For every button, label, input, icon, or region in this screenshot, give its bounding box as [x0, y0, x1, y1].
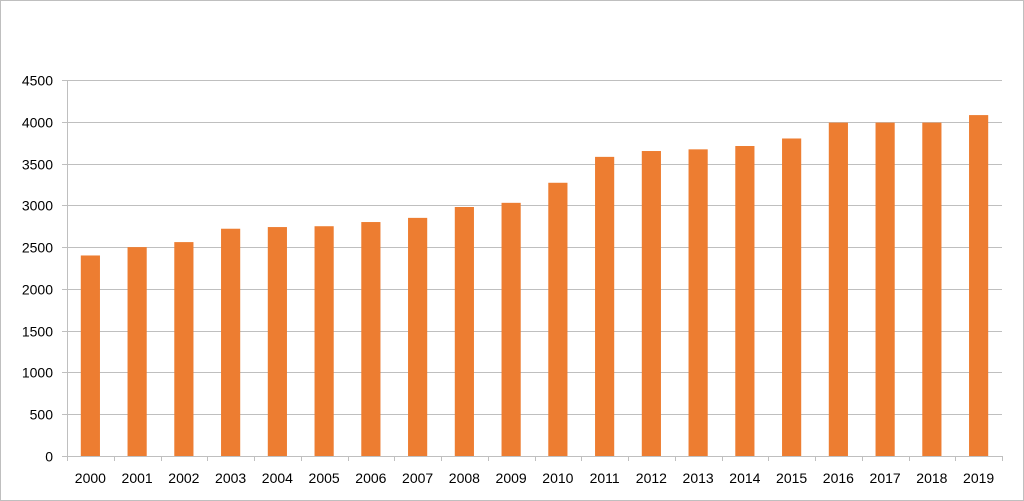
x-tick-label: 2004 — [262, 470, 293, 486]
y-tick-label: 4000 — [22, 115, 53, 131]
bar-2017 — [875, 122, 895, 457]
bar-2012 — [641, 151, 661, 456]
x-tick-label: 2006 — [355, 470, 386, 486]
x-tick-label: 2001 — [122, 470, 153, 486]
bar-2015 — [782, 138, 802, 457]
x-tick-label: 2015 — [776, 470, 807, 486]
bar-2014 — [735, 146, 755, 456]
y-tick-labels: 0 500 1000 1500 2000 2500 3000 3500 4000 4500 — [22, 73, 53, 465]
bar-2013 — [688, 149, 708, 456]
bar-2005 — [314, 226, 334, 456]
x-tick-label: 2008 — [449, 470, 480, 486]
bar-2011 — [595, 156, 615, 456]
bar-2000 — [80, 255, 100, 456]
x-tick-label: 2019 — [963, 470, 994, 486]
bar-2001 — [127, 247, 147, 456]
x-tick-label: 2013 — [683, 470, 714, 486]
y-tick-label: 3500 — [22, 157, 53, 173]
bar-2010 — [548, 182, 568, 456]
y-tick-label: 2000 — [22, 282, 53, 298]
x-tick-label: 2017 — [870, 470, 901, 486]
x-tick-label: 2010 — [542, 470, 573, 486]
y-tick-label: 0 — [45, 449, 53, 465]
x-tick-label: 2011 — [590, 470, 620, 486]
bar-2006 — [361, 222, 381, 456]
bar-2019 — [969, 115, 989, 456]
y-tick-label: 1500 — [22, 324, 53, 340]
axes — [62, 80, 1003, 461]
x-tick-label: 2014 — [729, 470, 760, 486]
bar-2007 — [408, 217, 428, 456]
gridlines — [67, 80, 1002, 415]
bar-2003 — [221, 228, 241, 456]
x-tick-label: 2009 — [496, 470, 527, 486]
x-tick-label: 2018 — [916, 470, 947, 486]
y-tick-label: 4500 — [22, 73, 53, 89]
y-tick-label: 500 — [30, 407, 54, 423]
bar-2018 — [922, 122, 942, 457]
x-tick-label: 2012 — [636, 470, 667, 486]
x-tick-label: 2007 — [402, 470, 433, 486]
x-tick-label: 2016 — [823, 470, 854, 486]
bar-2016 — [828, 122, 848, 457]
x-tick-label: 2003 — [215, 470, 246, 486]
bar-2008 — [454, 207, 474, 456]
y-tick-label: 2500 — [22, 240, 53, 256]
bars — [80, 115, 989, 457]
x-tick-label: 2002 — [168, 470, 199, 486]
bar-2009 — [501, 202, 521, 456]
y-tick-label: 3000 — [22, 198, 53, 214]
x-tick-label: 2005 — [309, 470, 340, 486]
y-tick-label: 1000 — [22, 365, 53, 381]
bar-2002 — [174, 242, 194, 456]
x-tick-label: 2000 — [75, 470, 106, 486]
x-tick-labels: 2000 2001 2002 2003 2004 2005 2006 2007 2008 2009… — [75, 470, 995, 486]
bar-2004 — [267, 227, 287, 456]
